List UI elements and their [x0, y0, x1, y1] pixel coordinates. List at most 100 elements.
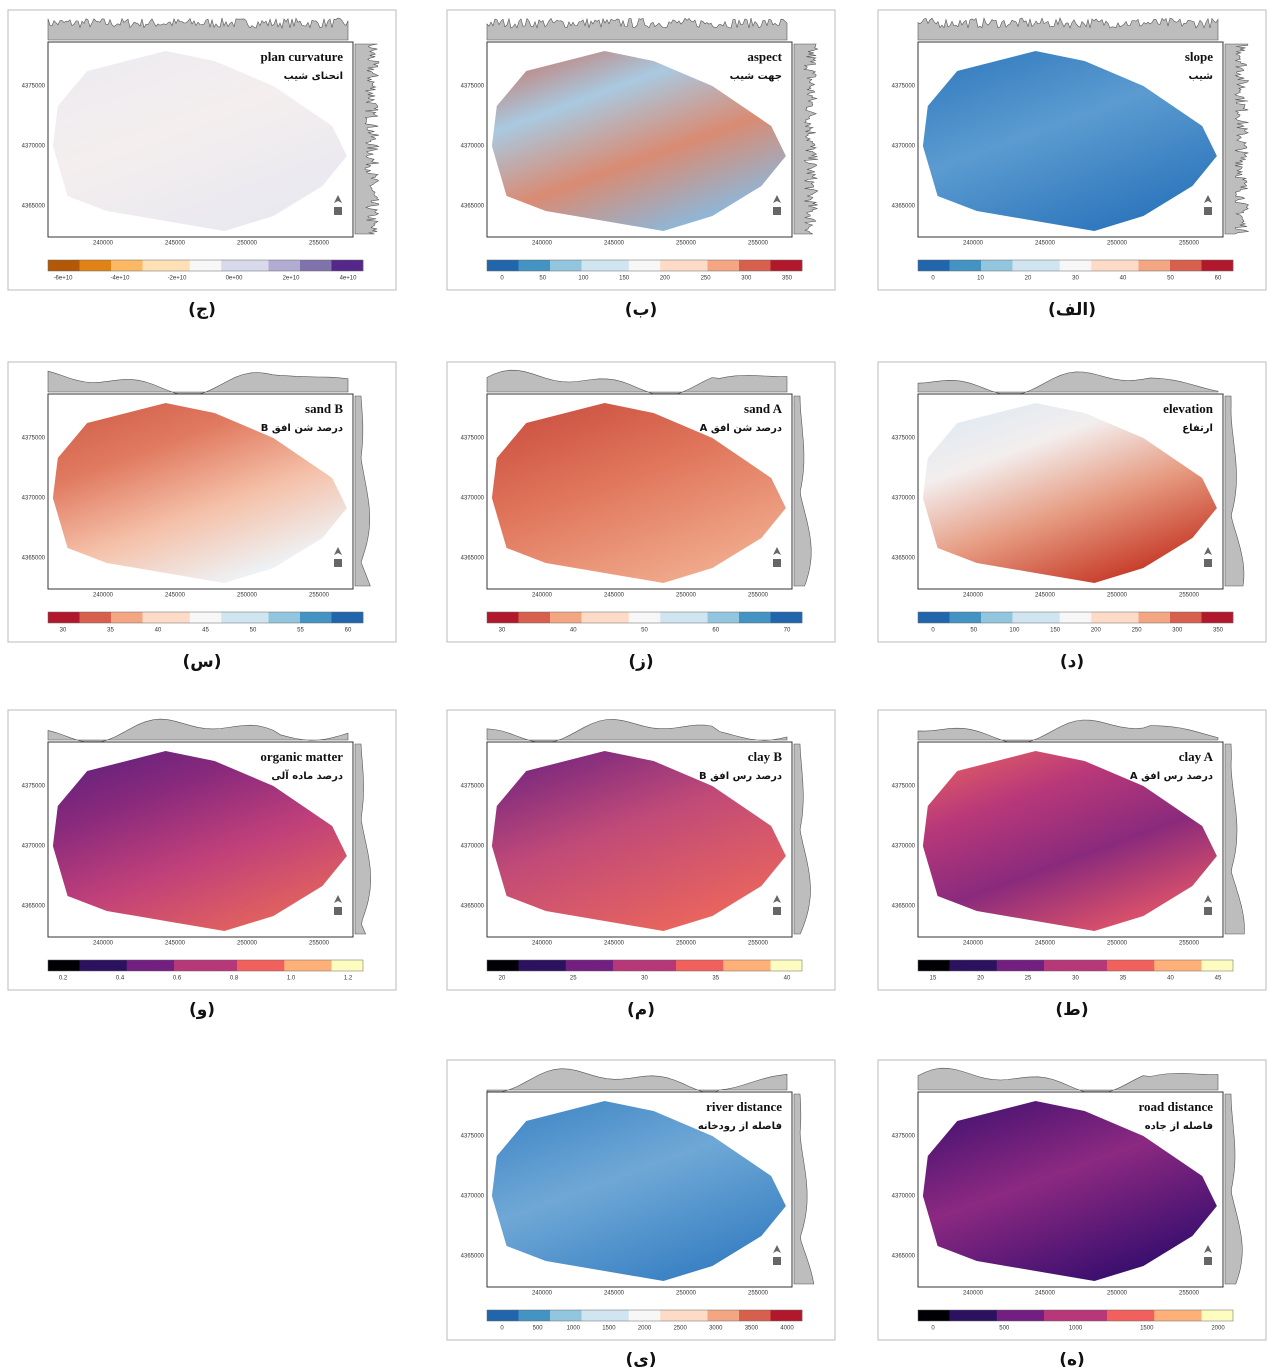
colorbar-cell	[1138, 260, 1155, 271]
colorbar-cell	[628, 612, 645, 623]
colorbar-cell	[1059, 1310, 1076, 1321]
x-tick-label: 240000	[963, 1291, 984, 1297]
colorbar-cell	[1122, 260, 1139, 271]
colorbar-tick-label: 4e+10	[340, 276, 358, 282]
map-area	[922, 1101, 1217, 1281]
colorbar-cell	[1217, 260, 1234, 271]
colorbar-cell	[48, 612, 65, 623]
colorbar-cell	[502, 612, 519, 623]
colorbar-tick-label: 2000	[638, 1326, 652, 1332]
colorbar-cell	[237, 260, 254, 271]
x-tick-label: 250000	[237, 593, 258, 599]
colorbar-cell	[1170, 1310, 1187, 1321]
colorbar: 30 40 50 60 70	[486, 611, 803, 634]
colorbar-cell	[487, 260, 504, 271]
colorbar-cell	[565, 260, 582, 271]
colorbar-cell	[95, 260, 112, 271]
y-tick-label: 4365000	[461, 1254, 485, 1260]
x-tick-label: 245000	[604, 941, 625, 947]
colorbar: -6e+10 -4e+10 -2e+10 0e+00 2e+10 4e+10	[47, 259, 364, 282]
colorbar-cell	[1075, 260, 1092, 271]
colorbar: 0 10 20 30 40 50 60	[917, 259, 1234, 282]
colorbar-tick-label: -6e+10	[54, 276, 74, 282]
colorbar-cell	[550, 612, 567, 623]
colorbar-tick-label: 250	[1132, 628, 1143, 634]
y-tick-label: 4370000	[892, 844, 916, 850]
map-panel: plan curvature انحنای شیب 240000 245000 2500…	[7, 9, 397, 291]
y-tick-label: 4370000	[892, 1194, 916, 1200]
colorbar-cell	[770, 1310, 787, 1321]
colorbar-cell	[1028, 1310, 1045, 1321]
colorbar-cell	[205, 260, 222, 271]
colorbar-frame	[917, 1309, 1234, 1322]
right-histogram	[1224, 1093, 1243, 1285]
colorbar: 0 50 100 150 200 250 300 350	[486, 259, 803, 282]
x-tick-label: 250000	[1107, 593, 1128, 599]
map-area	[922, 51, 1217, 231]
colorbar-cell	[739, 1310, 756, 1321]
colorbar-cell	[300, 612, 317, 623]
colorbar-cell	[1122, 1310, 1139, 1321]
panel-label: (ج)	[188, 300, 216, 320]
x-tick-label: 245000	[165, 241, 186, 247]
colorbar-cell	[174, 260, 191, 271]
colorbar-cell	[786, 260, 803, 271]
colorbar-tick-label: 3500	[745, 1326, 759, 1332]
colorbar-cell	[723, 260, 740, 271]
x-tick-label: 240000	[963, 241, 984, 247]
panel-label: (س)	[183, 652, 222, 672]
colorbar-cell	[707, 1310, 724, 1321]
colorbar-cell	[691, 260, 708, 271]
right-histogram	[354, 43, 380, 235]
colorbar-tick-label: 20	[977, 976, 984, 982]
right-histogram	[793, 743, 811, 935]
map-title: sand A	[744, 401, 783, 416]
colorbar-cell	[347, 260, 364, 271]
colorbar-cell	[613, 960, 630, 971]
north-arrow	[1204, 895, 1212, 915]
colorbar-cell	[1201, 1310, 1218, 1321]
colorbar-cell	[315, 960, 332, 971]
x-tick-label: 250000	[676, 941, 697, 947]
colorbar-cell	[770, 260, 787, 271]
x-tick-label: 255000	[1179, 241, 1200, 247]
colorbar-cell	[565, 612, 582, 623]
colorbar-tick-label: 500	[533, 1326, 544, 1332]
colorbar: 0 500 1000 1500 2000 2500 3000 3500 4000	[486, 1309, 803, 1332]
top-histogram	[486, 1068, 788, 1094]
map-title: clay B	[748, 749, 783, 764]
colorbar-tick-label: 35	[1120, 976, 1127, 982]
colorbar-tick-label: 15	[930, 976, 937, 982]
colorbar-cell	[628, 960, 645, 971]
colorbar: 20 25 30 35 40	[486, 959, 803, 982]
colorbar-cell	[739, 960, 756, 971]
colorbar-cell	[565, 960, 582, 971]
colorbar-cell	[786, 612, 803, 623]
map-subtitle: فاصله از جاده	[1145, 1121, 1213, 1132]
colorbar-cell	[487, 1310, 504, 1321]
panel-label: (الف)	[1048, 300, 1096, 320]
colorbar-cell	[1075, 612, 1092, 623]
north-arrow	[1204, 547, 1212, 567]
colorbar-cell	[63, 260, 80, 271]
colorbar-tick-label: 2e+10	[283, 276, 301, 282]
right-histogram	[793, 43, 819, 235]
map-subtitle: شیب	[1188, 71, 1213, 82]
colorbar-cell	[1107, 612, 1124, 623]
colorbar-tick-label: 30	[1072, 976, 1079, 982]
map-panel: road distance فاصله از جاده 240000 245000 25…	[877, 1059, 1267, 1341]
map-subtitle: انحنای شیب	[284, 71, 343, 82]
x-tick-label: 255000	[748, 1291, 769, 1297]
x-tick-label: 250000	[237, 941, 258, 947]
colorbar-cell	[565, 1310, 582, 1321]
x-tick-label: 245000	[1035, 941, 1056, 947]
colorbar-cell	[331, 260, 348, 271]
x-tick-label: 255000	[1179, 941, 1200, 947]
colorbar-tick-label: 0.8	[230, 976, 239, 982]
colorbar-tick-label: 2500	[673, 1326, 687, 1332]
colorbar-tick-label: 1500	[1140, 1326, 1154, 1332]
x-tick-label: 240000	[532, 593, 553, 599]
colorbar-cell	[79, 960, 96, 971]
panel-label: (د)	[1060, 652, 1084, 672]
y-tick-label: 4370000	[892, 496, 916, 502]
